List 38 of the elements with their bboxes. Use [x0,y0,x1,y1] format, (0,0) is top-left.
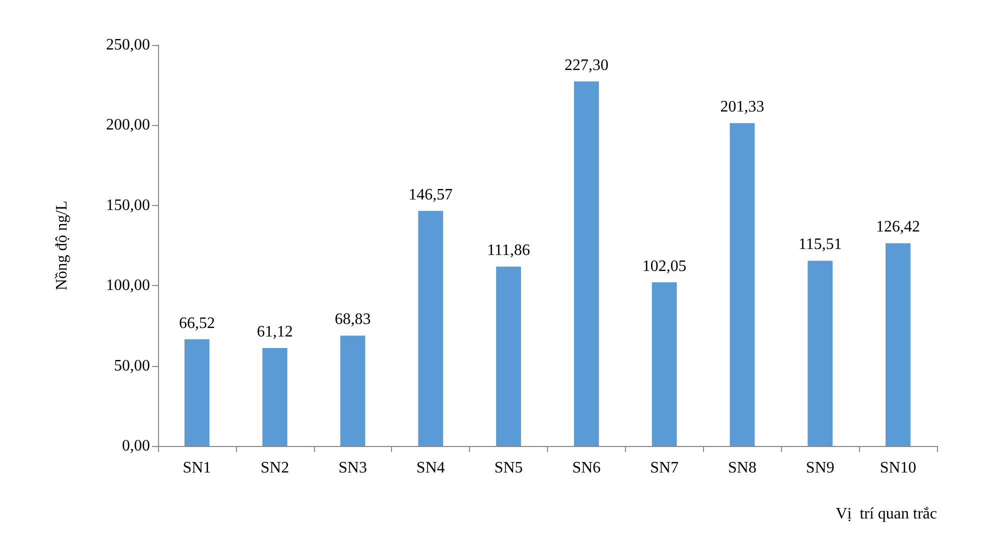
data-label: 61,12 [256,323,293,340]
x-tick-label: SN4 [416,460,445,476]
bar [730,123,755,446]
y-tick-label: 150,00 [106,196,150,214]
x-tick-label: SN5 [494,460,523,476]
x-tick-label: SN7 [650,460,679,476]
data-label: 146,57 [408,186,453,204]
bar [574,81,599,446]
bar [652,282,677,446]
data-label: 115,51 [798,236,842,254]
data-label: 68,83 [334,311,371,328]
x-axis-title: Vị trí quan trắc [836,506,937,522]
bar [340,336,366,446]
data-label: 126,42 [876,218,920,236]
bar [418,210,444,446]
x-tick-label: SN1 [182,460,212,476]
y-tick-label: 100,00 [106,277,150,294]
x-tick-label: SN9 [806,460,834,476]
data-label: 201,33 [720,98,764,116]
data-label: 66,52 [178,314,215,332]
bar [808,260,833,446]
y-tick-label: 50,00 [114,357,150,374]
data-label: 102,05 [642,258,686,275]
data-label: 227,30 [564,56,608,74]
bar [886,243,911,446]
y-tick-label: 0,00 [122,438,150,454]
x-tick-label: SN10 [880,460,916,476]
bar [262,348,288,446]
x-tick-label: SN8 [728,460,756,476]
y-axis-title: Nồng độ ng/L [54,200,70,290]
y-tick-label: 200,00 [106,116,150,134]
bar [184,339,210,446]
y-tick-label: 250,00 [106,36,150,54]
bar [496,266,522,446]
x-tick-label: SN3 [338,460,367,476]
x-tick-label: SN6 [572,460,601,476]
data-label: 111,86 [487,242,530,260]
x-tick-label: SN2 [260,460,290,476]
